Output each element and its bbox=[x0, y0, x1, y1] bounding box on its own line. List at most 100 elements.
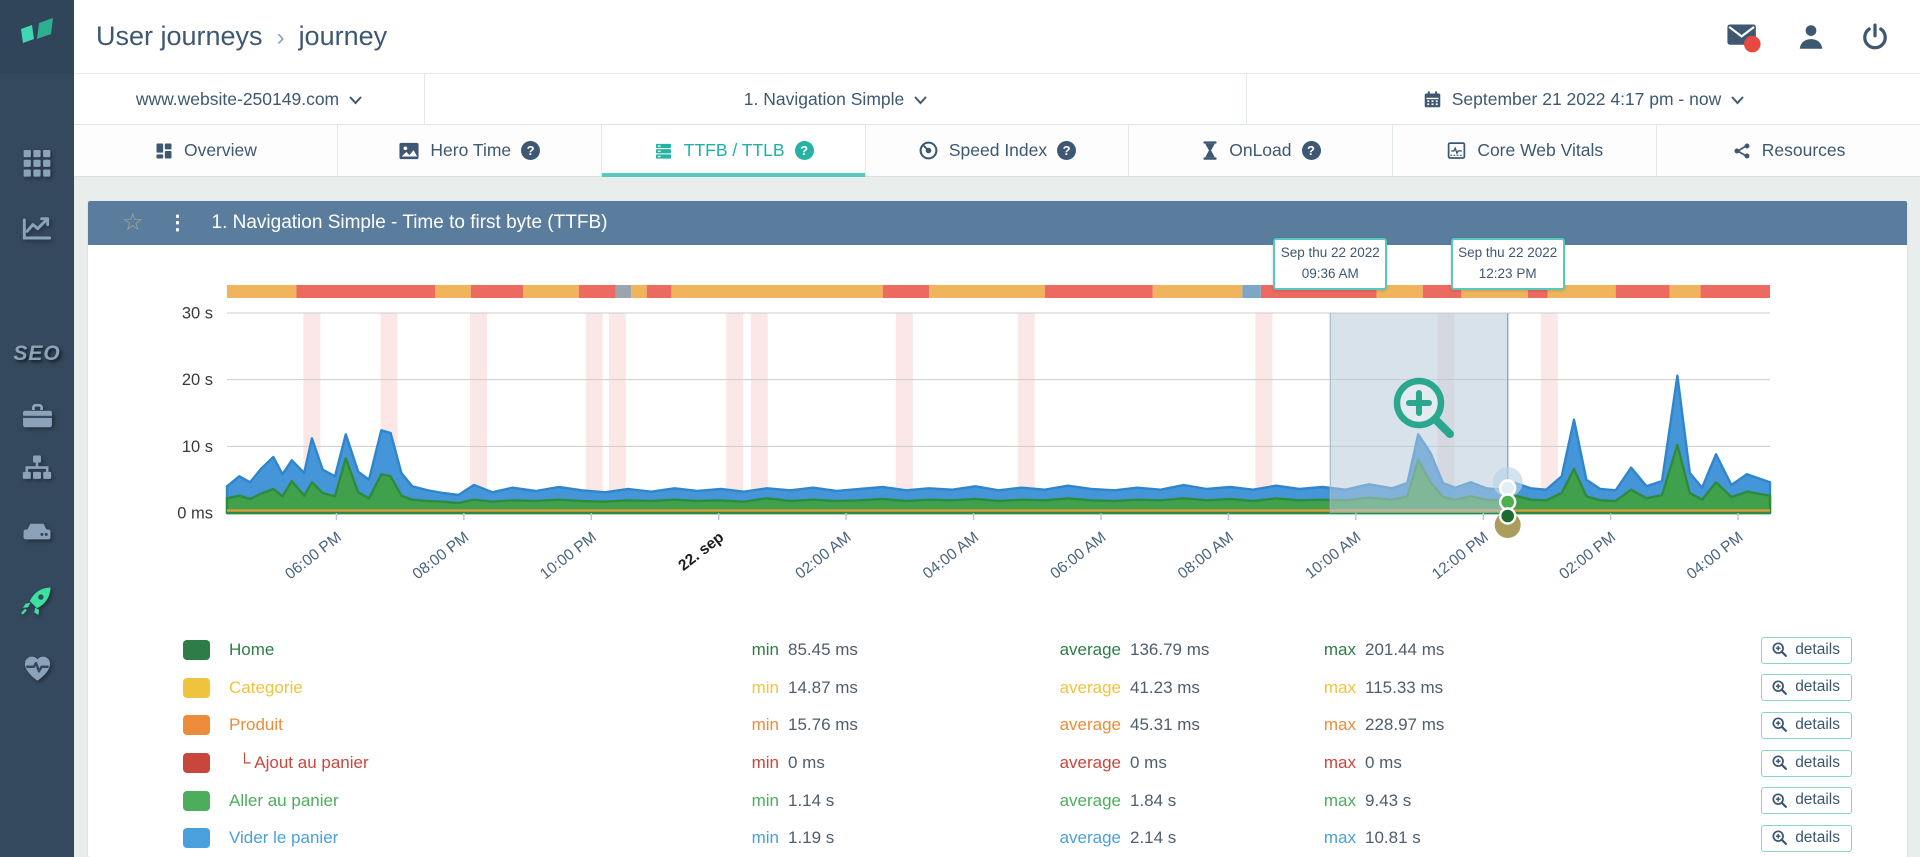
svg-text:30 s: 30 s bbox=[182, 305, 213, 323]
svg-text:12:00 PM: 12:00 PM bbox=[1429, 529, 1492, 583]
server-icon bbox=[23, 523, 51, 540]
min-label: min bbox=[751, 677, 779, 697]
sidebar-item-toolbox[interactable] bbox=[0, 399, 74, 432]
help-icon[interactable]: ? bbox=[521, 141, 541, 161]
ttfb-time-series-chart[interactable]: 06:00 PM 08:00 PM 10:00 PM 22. sep 02:00 AM 0… bbox=[88, 245, 1907, 629]
svg-text:10 s: 10 s bbox=[182, 438, 213, 456]
max-label: max bbox=[1323, 790, 1356, 810]
app-logo-icon[interactable] bbox=[0, 0, 74, 74]
user-account-icon[interactable] bbox=[1796, 22, 1826, 52]
max-value: 228.97 ms bbox=[1365, 715, 1445, 735]
average-label: average bbox=[1059, 753, 1121, 773]
average-value: 45.31 ms bbox=[1130, 715, 1200, 735]
details-button-label: details bbox=[1795, 791, 1840, 809]
legend-row: └ Ajout au panier min 0 ms average 0 ms ma… bbox=[183, 744, 1852, 782]
details-button[interactable]: details bbox=[1761, 787, 1852, 815]
series-label: └ Ajout au panier bbox=[229, 753, 369, 773]
sidebar-item-server[interactable] bbox=[0, 516, 74, 550]
sitemap-icon bbox=[22, 455, 52, 479]
average-label: average bbox=[1059, 828, 1121, 848]
briefcase-icon bbox=[22, 403, 52, 428]
vitals-waveform-icon bbox=[1448, 142, 1466, 160]
tab-speed-index[interactable]: Speed Index ? bbox=[865, 125, 1130, 177]
legend-table: Home min 85.45 ms average 136.79 ms max 201… bbox=[88, 629, 1907, 857]
max-value: 0 ms bbox=[1365, 753, 1402, 773]
daterange-value: September 21 2022 4:17 pm - now bbox=[1451, 88, 1722, 109]
sidebar-item-analytics[interactable] bbox=[0, 212, 74, 244]
details-button-label: details bbox=[1795, 640, 1840, 658]
max-label: max bbox=[1323, 715, 1356, 735]
tab-overview[interactable]: Overview bbox=[74, 125, 338, 177]
sidebar-item-sitemap[interactable] bbox=[0, 452, 74, 486]
share-nodes-icon bbox=[1734, 143, 1750, 159]
min-label: min bbox=[751, 753, 779, 773]
series-swatch bbox=[183, 677, 210, 698]
seo-label: SEO bbox=[13, 342, 61, 365]
breadcrumb-current: journey bbox=[298, 21, 388, 52]
notification-badge bbox=[1744, 35, 1761, 53]
series-label: Home bbox=[229, 640, 275, 660]
details-button[interactable]: details bbox=[1761, 749, 1852, 777]
zoom-in-icon bbox=[1772, 793, 1788, 808]
svg-text:20 s: 20 s bbox=[182, 372, 213, 390]
metric-tabs: Overview Hero Time ? TTFB / TTLB ? Speed… bbox=[74, 125, 1920, 178]
sidebar-item-speed[interactable] bbox=[0, 583, 74, 619]
legend-row: Home min 85.45 ms average 136.79 ms max 201… bbox=[183, 631, 1852, 669]
series-swatch bbox=[183, 715, 210, 736]
sidebar-item-health[interactable] bbox=[0, 650, 74, 685]
heart-pulse-icon bbox=[24, 656, 50, 681]
series-swatch bbox=[183, 640, 210, 661]
dashboard-icon bbox=[156, 143, 172, 159]
kebab-menu-icon[interactable]: ⋮ bbox=[167, 212, 188, 235]
breadcrumb: User journeys › journey bbox=[96, 21, 387, 52]
legend-row: Vider le panier min 1.19 s average 2.14 s … bbox=[183, 819, 1852, 857]
details-button[interactable]: details bbox=[1761, 711, 1852, 739]
selector-bar: www.website-250149.com 1. Navigation Sim… bbox=[74, 74, 1920, 126]
zoom-in-icon bbox=[1772, 680, 1788, 695]
help-icon[interactable]: ? bbox=[794, 141, 814, 161]
details-button[interactable]: details bbox=[1761, 674, 1852, 702]
chevron-right-icon: › bbox=[276, 23, 285, 51]
journey-selector-value: 1. Navigation Simple bbox=[743, 88, 905, 109]
details-button[interactable]: details bbox=[1761, 636, 1852, 664]
series-swatch bbox=[183, 790, 210, 811]
tab-resources[interactable]: Resources bbox=[1657, 125, 1920, 177]
favorite-star-icon[interactable]: ☆ bbox=[122, 209, 144, 237]
sidebar-item-dashboard[interactable] bbox=[0, 146, 74, 178]
series-label: Vider le panier bbox=[229, 828, 339, 848]
zoom-in-icon bbox=[1772, 717, 1788, 733]
svg-text:22. sep: 22. sep bbox=[675, 529, 727, 575]
help-icon[interactable]: ? bbox=[1057, 141, 1077, 161]
max-value: 10.81 s bbox=[1365, 828, 1421, 848]
average-value: 136.79 ms bbox=[1130, 640, 1210, 660]
min-value: 0 ms bbox=[788, 753, 825, 773]
details-button[interactable]: details bbox=[1761, 824, 1852, 852]
line-chart-icon bbox=[22, 217, 52, 240]
svg-text:08:00 AM: 08:00 AM bbox=[1175, 529, 1237, 583]
tab-core-web-vitals[interactable]: Core Web Vitals bbox=[1393, 125, 1658, 177]
gauge-eye-icon bbox=[919, 141, 938, 160]
svg-text:10:00 PM: 10:00 PM bbox=[537, 529, 600, 583]
average-label: average bbox=[1059, 790, 1121, 810]
series-label: Categorie bbox=[229, 677, 303, 697]
tab-onload[interactable]: OnLoad ? bbox=[1129, 125, 1394, 177]
min-label: min bbox=[751, 640, 779, 660]
details-button-label: details bbox=[1795, 678, 1840, 696]
tab-hero-time[interactable]: Hero Time ? bbox=[337, 125, 602, 177]
help-icon[interactable]: ? bbox=[1301, 141, 1321, 161]
website-selector[interactable]: www.website-250149.com bbox=[74, 74, 425, 125]
series-swatch bbox=[183, 753, 210, 774]
tab-ttfb-ttlb[interactable]: TTFB / TTLB ? bbox=[601, 125, 866, 178]
logout-power-icon[interactable] bbox=[1860, 22, 1890, 52]
top-header: User journeys › journey bbox=[74, 0, 1920, 75]
daterange-selector[interactable]: September 21 2022 4:17 pm - now bbox=[1247, 74, 1920, 124]
selection-end-tooltip: Sep thu 22 2022 12:23 PM bbox=[1450, 238, 1565, 291]
average-value: 41.23 ms bbox=[1130, 677, 1200, 697]
server-stack-icon bbox=[655, 143, 671, 159]
average-value: 1.84 s bbox=[1130, 790, 1177, 810]
breadcrumb-root[interactable]: User journeys bbox=[96, 21, 263, 52]
chevron-down-icon bbox=[1731, 96, 1744, 105]
messages-icon[interactable] bbox=[1726, 21, 1762, 53]
sidebar-item-seo[interactable]: SEO bbox=[0, 342, 74, 366]
journey-selector[interactable]: 1. Navigation Simple bbox=[425, 74, 1247, 125]
